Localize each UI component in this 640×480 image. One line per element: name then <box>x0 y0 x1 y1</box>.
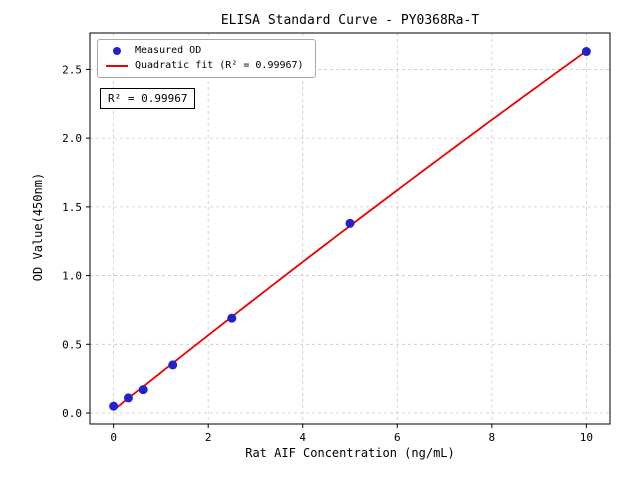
fit-line-marker-icon <box>106 65 128 67</box>
y-axis-label: OD Value(450nm) <box>31 172 45 282</box>
axes-frame <box>89 32 611 425</box>
data-point <box>581 47 591 57</box>
y-tick-label: 2.0 <box>62 132 82 145</box>
data-point <box>123 393 133 403</box>
chart-legend: Measured OD Quadratic fit (R² = 0.99967) <box>97 39 316 78</box>
x-tick-label: 4 <box>299 431 306 444</box>
x-tick-label: 10 <box>580 431 593 444</box>
y-tick-label: 2.5 <box>62 63 82 76</box>
x-axis-label: Rat AIF Concentration (ng/mL) <box>245 446 455 460</box>
y-tick-label: 1.5 <box>62 201 82 214</box>
chart-title: ELISA Standard Curve - PY0368Ra-T <box>220 13 480 28</box>
data-point <box>345 218 355 228</box>
x-tick-label: 8 <box>489 431 496 444</box>
y-tick-label: 1.0 <box>62 270 82 283</box>
data-point <box>227 313 237 323</box>
legend-entry-quadratic-fit: Quadratic fit (R² = 0.99967) <box>106 61 304 71</box>
x-tick-label: 2 <box>205 431 212 444</box>
measured-od-marker-icon <box>113 47 121 55</box>
legend-label-measured-od: Measured OD <box>135 45 202 56</box>
legend-label-quadratic-fit: Quadratic fit (R² = 0.99967) <box>135 60 304 71</box>
data-point <box>138 385 148 395</box>
y-tick-label: 0.5 <box>62 338 82 351</box>
data-point <box>168 360 178 370</box>
r-squared-annotation: R² = 0.99967 <box>100 88 196 109</box>
x-tick-label: 6 <box>394 431 401 444</box>
y-tick-label: 0.0 <box>62 407 82 420</box>
data-point <box>109 401 119 411</box>
legend-entry-measured-od: Measured OD <box>106 46 304 56</box>
x-tick-label: 0 <box>110 431 117 444</box>
